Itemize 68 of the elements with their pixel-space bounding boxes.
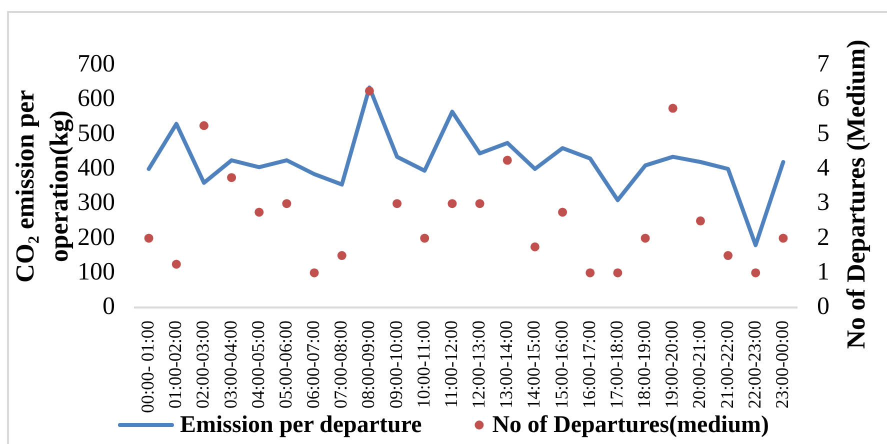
x-tick-label: 22:00-23:00 — [744, 320, 764, 409]
x-tick-label: 21:00-22:00 — [716, 320, 737, 409]
point — [337, 251, 346, 260]
x-tick-label: 02:00-03:00 — [192, 320, 213, 409]
point — [448, 199, 457, 208]
point — [310, 268, 319, 278]
point — [502, 156, 512, 165]
y2-tick-label: 4 — [817, 154, 830, 182]
x-tick-label: 17:00-18:00 — [606, 320, 626, 409]
x-tick-label: 20:00-21:00 — [689, 320, 710, 409]
point — [392, 199, 402, 208]
point — [227, 173, 236, 182]
y2-tick-label: 5 — [817, 120, 830, 147]
x-tick-label: 08:00-09:00 — [358, 320, 378, 409]
point — [254, 208, 264, 217]
point — [558, 208, 568, 217]
y-tick-label: 700 — [78, 50, 115, 78]
x-tick-label: 18:00-19:00 — [634, 320, 654, 409]
point — [199, 121, 208, 130]
x-tick-label: 23:00-00:00 — [772, 320, 792, 409]
x-tick-label: 11:00-12:00 — [440, 320, 461, 408]
y-tick-label: 100 — [78, 258, 115, 286]
x-tick-label: 16:00-17:00 — [578, 320, 599, 409]
x-tick-label: 15:00-16:00 — [551, 320, 572, 409]
y-tick-label: 400 — [78, 154, 115, 182]
y2-tick-label: 7 — [817, 50, 830, 78]
x-tick-label: 09:00-10:00 — [386, 320, 406, 409]
x-tick-label: 03:00-04:00 — [220, 320, 240, 409]
point — [144, 234, 154, 243]
y2-tick-label: 3 — [817, 189, 830, 216]
x-tick-label: 10:00-11:00 — [413, 320, 434, 408]
y2-tick-label: 2 — [817, 224, 830, 251]
point — [640, 234, 650, 243]
y-tick-label: 200 — [78, 224, 115, 251]
point — [364, 86, 374, 96]
point — [172, 260, 181, 269]
x-tick-label: 05:00-06:00 — [275, 320, 296, 409]
x-tick-label: 13:00-14:00 — [496, 320, 516, 409]
point — [282, 199, 292, 208]
legend-label: Emission per departure — [180, 412, 422, 438]
point — [696, 216, 705, 226]
x-tick-label: 06:00-07:00 — [303, 320, 324, 409]
x-tick-label: 14:00-15:00 — [524, 320, 544, 409]
x-tick-label: 07:00-08:00 — [330, 320, 351, 409]
x-tick-label: 19:00-20:00 — [662, 320, 682, 409]
y-tick-label: 0 — [102, 293, 115, 320]
x-tick-label: 04:00-05:00 — [248, 320, 268, 409]
y2-tick-label: 6 — [817, 85, 830, 112]
point — [751, 268, 760, 278]
y2-tick-label: 0 — [817, 293, 830, 320]
y-axis-title: CO₂ emission per operation(kg) — [10, 90, 74, 283]
x-tick-label: 01:00-02:00 — [165, 320, 186, 409]
y2-tick-label: 1 — [817, 258, 830, 286]
x-tick-label: 00:00- 01:00 — [138, 320, 158, 414]
point — [475, 199, 484, 208]
point — [613, 268, 622, 278]
point — [668, 104, 678, 113]
y2-axis-title: No of Departures (Medium) — [842, 40, 871, 349]
point — [530, 242, 540, 252]
point — [586, 268, 595, 278]
point — [778, 234, 788, 243]
y-tick-label: 300 — [78, 189, 115, 216]
y-tick-label: 500 — [78, 120, 115, 147]
point — [420, 234, 430, 243]
point — [724, 251, 733, 260]
y-tick-label: 600 — [78, 85, 115, 112]
legend-label: No of Departures(medium) — [492, 412, 770, 438]
x-tick-label: 12:00-13:00 — [468, 320, 489, 409]
